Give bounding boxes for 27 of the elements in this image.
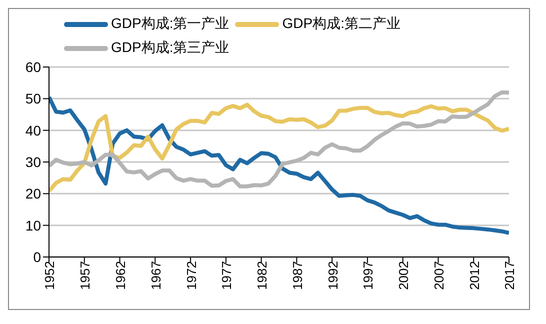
x-tick-label: 1972 [184,261,199,290]
y-tick-label: 30 [25,154,42,170]
x-tick-label: 1962 [113,261,128,290]
legend-label: GDP构成:第三产业 [111,39,230,57]
x-tick-label: 1982 [254,261,270,290]
x-tick-label: 1977 [219,261,234,290]
x-tick-label: 1987 [290,261,305,290]
x-tick-label: 2007 [431,261,446,290]
y-tick-label: 20 [25,186,42,202]
legend-label: GDP构成:第一产业 [111,15,230,33]
line-series [49,90,509,188]
x-tick-label: 2002 [396,261,412,290]
y-tick-label: 50 [25,90,42,107]
x-tick-label: 1952 [42,261,58,290]
x-tick-label: 2017 [502,261,518,290]
y-tick-label: 10 [25,217,42,234]
x-tick-label: 1967 [148,261,164,290]
x-tick-label: 1997 [360,261,376,290]
y-tick-label: 40 [25,122,42,138]
line-series [49,102,509,194]
y-tick-label: 60 [25,58,42,75]
x-tick-label: 2012 [466,261,482,290]
x-tick-label: 1957 [78,261,93,290]
line-series [49,95,509,235]
legend-label: GDP构成:第二产业 [282,15,400,33]
y-tick-label: 0 [33,248,42,265]
x-tick-label: 1992 [325,261,340,290]
